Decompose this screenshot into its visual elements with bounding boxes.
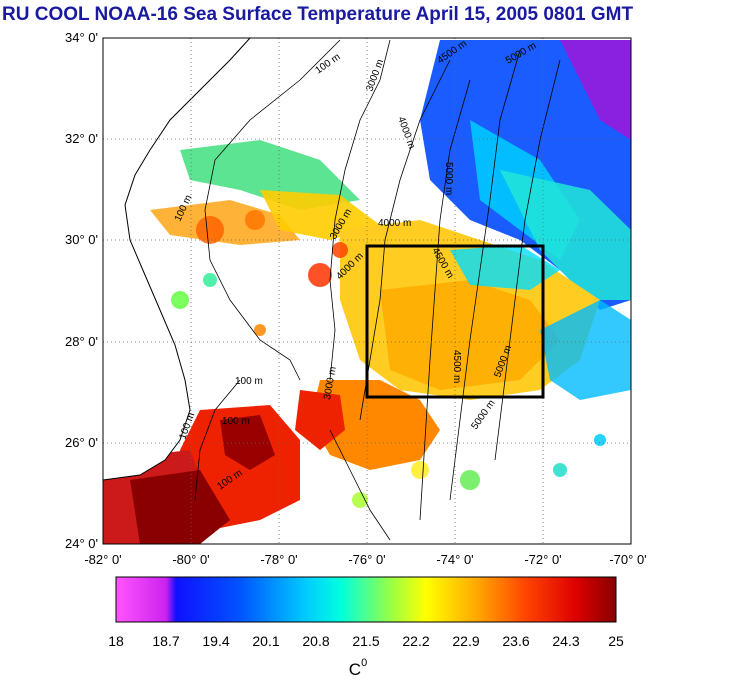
colorbar-tick-label: 18 bbox=[108, 633, 124, 649]
lon-tick-label: -72° 0' bbox=[524, 552, 561, 567]
colorbar-tick-label: 20.8 bbox=[302, 633, 329, 649]
contour-label: 4000 m bbox=[395, 115, 417, 150]
colorbar-tick-label: 20.1 bbox=[252, 633, 279, 649]
colorbar-tick-label: 19.4 bbox=[202, 633, 229, 649]
lat-tick-label: 30° 0' bbox=[65, 232, 98, 247]
colorbar-tick-label: 23.6 bbox=[502, 633, 529, 649]
colorbar-unit-label: C0 bbox=[349, 657, 367, 679]
lon-tick-label: -78° 0' bbox=[260, 552, 297, 567]
study-box bbox=[365, 244, 545, 399]
colorbar-tick-label: 22.2 bbox=[402, 633, 429, 649]
contour-label: 4500 m bbox=[451, 350, 462, 383]
colorbar-tick-label: 24.3 bbox=[552, 633, 579, 649]
colorbar bbox=[115, 576, 617, 623]
lat-tick-label: 32° 0' bbox=[65, 131, 98, 146]
unit-text: C bbox=[349, 660, 361, 679]
longitude-axis: -82° 0' -80° 0' -78° 0' -76° 0' -74° 0' … bbox=[84, 552, 646, 567]
lat-tick-label: 24° 0' bbox=[65, 536, 98, 551]
unit-superscript: 0 bbox=[361, 657, 367, 669]
plot-frame bbox=[102, 37, 632, 545]
contour-label: 5000 m bbox=[469, 398, 497, 432]
lat-tick-label: 26° 0' bbox=[65, 435, 98, 450]
map-title: RU COOL NOAA-16 Sea Surface Temperature … bbox=[2, 4, 634, 25]
colorbar-ticks: 18 18.7 19.4 20.1 20.8 21.5 22.2 22.9 23… bbox=[108, 633, 624, 649]
land-mask bbox=[103, 38, 250, 480]
latitude-axis: 34° 0' 32° 0' 30° 0' 28° 0' 26° 0' 24° 0… bbox=[65, 30, 98, 551]
coastline bbox=[102, 37, 251, 481]
sst-data-layer bbox=[103, 40, 631, 544]
lat-tick-label: 34° 0' bbox=[65, 30, 98, 45]
lat-tick-label: 28° 0' bbox=[65, 334, 98, 349]
lon-tick-label: -74° 0' bbox=[436, 552, 473, 567]
lon-tick-label: -82° 0' bbox=[84, 552, 121, 567]
coldest-water-region bbox=[560, 40, 631, 140]
contour-label: 5000 m bbox=[443, 162, 454, 195]
colorbar-tick-label: 21.5 bbox=[352, 633, 379, 649]
contour-label: 100 m bbox=[235, 376, 263, 387]
lon-tick-label: -80° 0' bbox=[172, 552, 209, 567]
contour-label: 100 m bbox=[313, 52, 342, 77]
colorbar-tick-label: 22.9 bbox=[452, 633, 479, 649]
lon-tick-label: -76° 0' bbox=[348, 552, 385, 567]
contour-label: 3000 m bbox=[364, 58, 386, 93]
lon-tick-label: -70° 0' bbox=[609, 552, 646, 567]
contour-label: 4000 m bbox=[378, 218, 411, 229]
contour-label: 100 m bbox=[222, 416, 250, 427]
colorbar-tick-label: 18.7 bbox=[152, 633, 179, 649]
colorbar-tick-label: 25 bbox=[608, 633, 624, 649]
